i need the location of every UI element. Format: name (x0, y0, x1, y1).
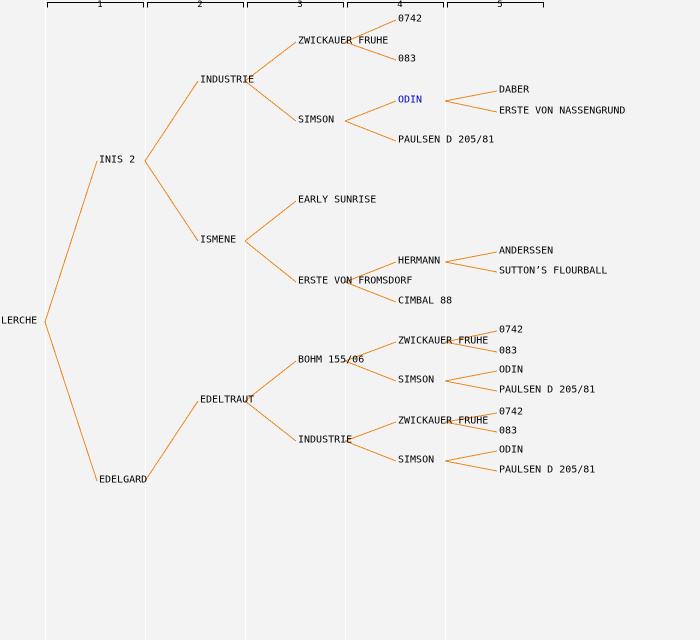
generation-bracket (347, 2, 444, 8)
pedigree-node-n083a: 083 (398, 53, 417, 65)
pedigree-node-nassengrund: ERSTE VON NASSENGRUND (499, 105, 626, 117)
pedigree-edge (344, 261, 397, 283)
pedigree-node-inis2: INIS 2 (99, 154, 136, 166)
pedigree-edge (244, 400, 297, 442)
pedigree-edge (344, 100, 397, 122)
pedigree-node-n083b: 083 (499, 345, 518, 357)
pedigree-edge (344, 19, 397, 43)
pedigree-edge (444, 421, 498, 433)
pedigree-edge (344, 421, 397, 442)
pedigree-edge (44, 160, 98, 323)
pedigree-node-early: EARLY SUNRISE (298, 194, 377, 206)
pedigree-node-paulsen2: PAULSEN D 205/81 (499, 384, 596, 396)
pedigree-node-simson1: SIMSON (298, 114, 335, 126)
pedigree-node-n083c: 083 (499, 425, 518, 437)
pedigree-node-odin3: ODIN (499, 444, 524, 456)
pedigree-node-odin1[interactable]: ODIN (398, 94, 423, 106)
pedigree-node-daber: DABER (499, 84, 530, 96)
pedigree-node-zwick1: ZWICKAUER FRUHE (298, 35, 389, 47)
pedigree-edge (344, 281, 397, 303)
pedigree-node-cimbal: CIMBAL 88 (398, 295, 453, 307)
pedigree-edge (44, 321, 98, 482)
pedigree-edge (444, 261, 498, 273)
generation-label-2: 2 (197, 0, 203, 10)
pedigree-edge (444, 370, 498, 382)
pedigree-node-n0742c: 0742 (499, 406, 524, 418)
pedigree-node-hermann: HERMANN (398, 255, 441, 267)
pedigree-edge (344, 440, 397, 462)
pedigree-edge (444, 460, 498, 472)
pedigree-node-sutton: SUTTON’S FLOURBALL (499, 265, 608, 277)
pedigree-node-simson3: SIMSON (398, 454, 435, 466)
pedigree-edge (444, 380, 498, 392)
pedigree-node-industrie1: INDUSTRIE (200, 74, 255, 86)
pedigree-edge (244, 80, 297, 122)
pedigree-edge (144, 80, 199, 162)
generation-label-3: 3 (297, 0, 303, 10)
pedigree-edge (144, 160, 199, 242)
pedigree-node-simson2: SIMSON (398, 374, 435, 386)
generation-bracket (47, 2, 144, 8)
pedigree-edge (344, 120, 397, 142)
pedigree-edge (244, 360, 297, 402)
pedigree-node-zwick3: ZWICKAUER FRUHE (398, 415, 489, 427)
pedigree-node-fromsdorf: ERSTE VON FROMSDORF (298, 275, 413, 287)
pedigree-node-odin2: ODIN (499, 364, 524, 376)
pedigree-edge (244, 240, 297, 283)
pedigree-node-zwick2: ZWICKAUER FRUHE (398, 335, 489, 347)
pedigree-node-paulsen3: PAULSEN D 205/81 (499, 464, 596, 476)
pedigree-node-anderssen: ANDERSSEN (499, 245, 554, 257)
pedigree-node-edeltraut: EDELTRAUT (200, 394, 255, 406)
pedigree-node-paulsen1: PAULSEN D 205/81 (398, 134, 495, 146)
pedigree-node-edelgard: EDELGARD (99, 474, 148, 486)
pedigree-edge (444, 330, 498, 343)
pedigree-node-n0742b: 0742 (499, 324, 524, 336)
generation-bracket (447, 2, 544, 8)
pedigree-edge (244, 41, 297, 82)
generation-label-4: 4 (397, 0, 403, 10)
pedigree-node-industrie2: INDUSTRIE (298, 434, 353, 446)
pedigree-edge (444, 251, 498, 263)
generation-label-1: 1 (97, 0, 103, 10)
pedigree-edge (444, 100, 498, 113)
pedigree-node-n0742a: 0742 (398, 13, 423, 25)
pedigree-edge (344, 41, 397, 61)
generation-label-5: 5 (497, 0, 503, 10)
pedigree-edge (344, 360, 397, 382)
generation-bracket (247, 2, 344, 8)
pedigree-edge (444, 341, 498, 353)
generation-bracket (147, 2, 244, 8)
pedigree-node-ismene: ISMENE (200, 234, 237, 246)
pedigree-node-lerche: LERCHE (1, 315, 38, 327)
pedigree-node-bohm: BOHM 155/06 (298, 354, 365, 366)
pedigree-edge (444, 450, 498, 462)
pedigree-edge (244, 200, 297, 242)
pedigree-edge (344, 341, 397, 362)
pedigree-edge (444, 412, 498, 423)
pedigree-edge (444, 90, 498, 102)
pedigree-edge (144, 400, 199, 482)
